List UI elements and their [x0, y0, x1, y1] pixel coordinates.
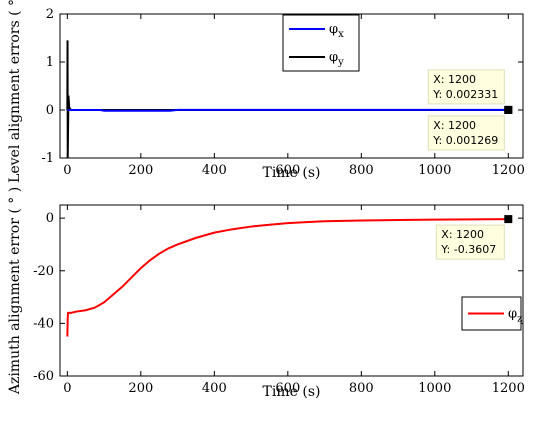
- x-tick-label: 200: [128, 163, 153, 178]
- y-tick-label: -60: [33, 369, 54, 384]
- y-tick-label: -20: [33, 264, 54, 279]
- legend-label-z: φz: [508, 307, 522, 325]
- datatip-box[interactable]: X: 1200 Y: -0.3607: [435, 224, 505, 260]
- y-tick-label: -1: [41, 151, 54, 166]
- series-line-z: [66, 218, 509, 337]
- datatip-box[interactable]: X: 1200 Y: 0.002331: [427, 69, 505, 105]
- x-tick-label: 1200: [492, 163, 525, 178]
- datatip-background: [435, 224, 505, 260]
- y-tick-label: -40: [33, 316, 54, 331]
- legend-symbol: φ: [329, 22, 338, 37]
- x-axis-label: Time (s): [263, 165, 321, 181]
- datatip-y-text: Y: -0.3607: [440, 243, 496, 256]
- x-tick-label: 800: [349, 163, 374, 178]
- x-tick-label: 400: [202, 381, 227, 396]
- legend-subscript: y: [337, 57, 344, 68]
- datatip-x-text: X: 1200: [433, 119, 476, 132]
- datatip-background: [427, 115, 505, 151]
- legend-symbol: φ: [329, 50, 338, 65]
- datatip-box[interactable]: X: 1200 Y: 0.001269: [427, 115, 505, 151]
- y-tick-label: 2: [46, 7, 54, 22]
- datatip-x-text: X: 1200: [433, 73, 476, 86]
- legend-label-x: φx: [329, 22, 344, 40]
- legend-subscript: x: [338, 29, 344, 40]
- datatip-marker[interactable]: [504, 215, 513, 224]
- x-tick-label: 1000: [418, 381, 451, 396]
- y-axis-label: Azimuth alignment error ( ° ): [7, 187, 23, 395]
- x-tick-label: 0: [63, 381, 71, 396]
- datatip-x-text: X: 1200: [441, 228, 484, 241]
- y-tick-label: 0: [46, 103, 54, 118]
- legend-box: [282, 14, 360, 72]
- legend-subscript: z: [517, 314, 522, 325]
- datatip-y-text: Y: 0.002331: [432, 88, 498, 101]
- x-tick-label: 600: [275, 381, 300, 396]
- azimuth-error-plot: 0 200 400 600 800 1000 1200 -60 -40 -20 0 Time (s) A…: [7, 187, 525, 400]
- x-tick-label: 1200: [492, 381, 525, 396]
- series-line-x: [67, 108, 509, 112]
- datatip-y-text: Y: 0.001269: [432, 134, 498, 147]
- y-tick-label: 0: [46, 211, 54, 226]
- legend-symbol: φ: [508, 307, 517, 322]
- x-tick-label: 600: [275, 163, 300, 178]
- level-error-plot: 0 200 400 600 800 1000 1200 -1 0 1 2 Time (s) Level …: [7, 0, 525, 183]
- datatip-marker[interactable]: [504, 105, 513, 114]
- y-axis-label: Level alignment errors ( ° ): [7, 0, 23, 183]
- legend: φz: [461, 296, 522, 331]
- x-tick-label: 200: [128, 381, 153, 396]
- x-tick-label: 800: [349, 381, 374, 396]
- x-tick-label: 0: [63, 163, 71, 178]
- x-tick-label: 1000: [418, 163, 451, 178]
- datatip-background: [427, 69, 505, 105]
- x-axis-label: Time (s): [263, 384, 321, 400]
- legend-label-y: φy: [329, 50, 344, 68]
- x-tick-label: 400: [202, 163, 227, 178]
- y-tick-label: 1: [46, 55, 54, 70]
